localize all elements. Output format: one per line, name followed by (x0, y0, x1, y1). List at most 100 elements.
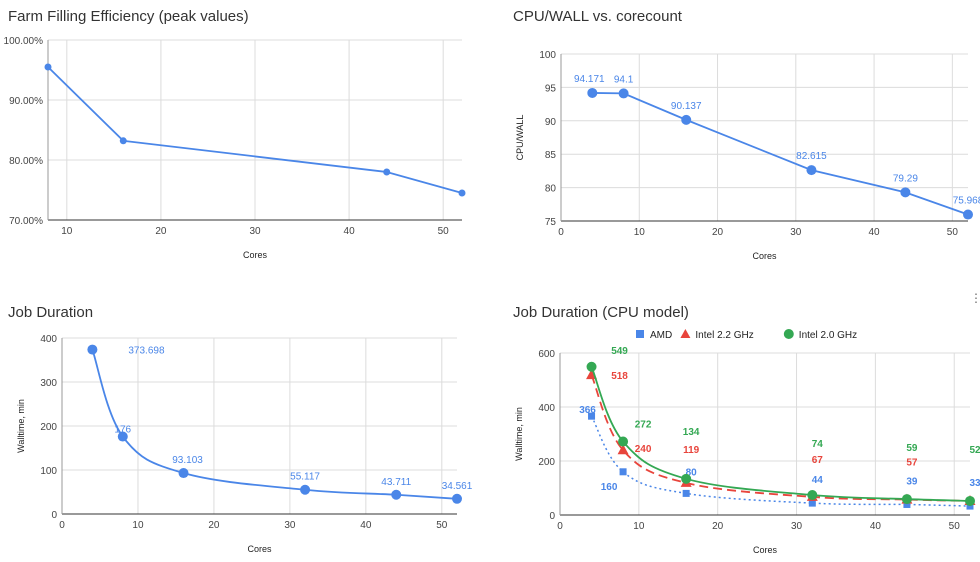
data-point-marker (681, 473, 692, 484)
data-label: 160 (601, 482, 618, 493)
data-point-marker (618, 436, 629, 447)
data-point-marker (588, 412, 596, 420)
data-label: 59 (906, 443, 918, 454)
data-point-marker (119, 137, 127, 145)
data-point-marker (963, 209, 973, 220)
chart-title: CPU/WALL vs. corecount (513, 8, 682, 25)
y-tick-label: 75 (545, 217, 557, 228)
data-label: 373.698 (128, 346, 165, 357)
data-label: 240 (635, 444, 652, 455)
x-tick-label: 50 (436, 520, 448, 531)
data-point-marker (300, 484, 311, 495)
y-tick-label: 90.00% (9, 96, 43, 107)
y-axis-label: Walltime, min (16, 399, 26, 453)
data-label: 80 (686, 467, 698, 478)
y-tick-label: 0 (549, 511, 555, 522)
x-tick-label: 20 (712, 521, 724, 532)
data-label: 43.711 (381, 477, 411, 488)
data-point-marker (682, 489, 690, 497)
x-tick-label: 20 (712, 227, 724, 238)
data-point-marker (391, 489, 402, 500)
x-tick-label: 0 (59, 520, 65, 531)
x-axis-label: Cores (752, 251, 777, 261)
data-point-marker (806, 165, 817, 176)
x-tick-label: 10 (132, 520, 144, 531)
x-tick-label: 0 (558, 227, 564, 238)
x-tick-label: 50 (947, 227, 959, 238)
x-axis-label: Cores (753, 545, 778, 555)
data-label: 44 (812, 475, 824, 486)
data-point-marker (903, 500, 911, 508)
more-vert-icon[interactable]: ⋮ (970, 291, 980, 305)
x-tick-label: 30 (249, 226, 261, 237)
data-label: 52 (969, 445, 980, 456)
data-point-marker (383, 168, 391, 176)
y-tick-label: 85 (545, 150, 557, 161)
legend-marker (783, 329, 794, 339)
x-tick-label: 10 (633, 521, 645, 532)
data-label: 67 (812, 455, 824, 466)
data-point-marker (965, 495, 975, 506)
y-tick-label: 300 (40, 378, 57, 389)
data-label: 272 (635, 420, 652, 431)
data-point-marker (681, 114, 692, 125)
data-label: 94.171 (574, 74, 605, 85)
x-tick-label: 30 (790, 227, 802, 238)
data-point-marker (617, 444, 629, 455)
legend-marker (636, 330, 644, 338)
data-label: 74 (812, 439, 824, 450)
data-label: 75.968 (953, 196, 980, 207)
data-label: 176 (114, 425, 131, 436)
legend-label: Intel 2.0 GHz (799, 330, 857, 341)
y-tick-label: 400 (40, 334, 57, 345)
x-tick-label: 40 (344, 226, 356, 237)
y-tick-label: 70.00% (9, 216, 43, 227)
data-point-marker (808, 499, 816, 507)
data-label: 549 (611, 346, 628, 357)
data-label: 79.29 (893, 173, 918, 184)
series-line-intel-2-2-ghz (590, 374, 971, 502)
chart-title: Job Duration (8, 304, 94, 321)
legend-marker (680, 329, 691, 338)
y-tick-label: 100 (539, 50, 556, 61)
data-point-marker (587, 87, 598, 98)
x-tick-label: 20 (208, 520, 220, 531)
y-tick-label: 100 (40, 466, 57, 477)
data-label: 93.103 (172, 455, 203, 466)
data-label: 119 (683, 445, 700, 456)
x-tick-label: 10 (61, 226, 73, 237)
y-tick-label: 400 (538, 403, 555, 414)
y-axis-label: CPU/WALL (515, 115, 525, 161)
y-tick-label: 200 (538, 457, 555, 468)
y-tick-label: 200 (40, 422, 57, 433)
y-tick-label: 90 (545, 117, 557, 128)
series-line-main (47, 66, 463, 194)
legend-label: AMD (650, 330, 672, 341)
data-label: 57 (906, 458, 918, 469)
x-tick-label: 50 (949, 521, 961, 532)
chart-title: Job Duration (CPU model) (513, 304, 689, 321)
y-tick-label: 100.00% (4, 36, 44, 47)
data-point-marker (87, 344, 98, 355)
data-point-marker (117, 431, 128, 442)
x-tick-label: 30 (791, 521, 803, 532)
data-label: 34.561 (442, 481, 473, 492)
data-point-marker (44, 63, 52, 71)
x-tick-label: 20 (155, 226, 167, 237)
y-tick-label: 600 (538, 349, 555, 360)
x-axis-label: Cores (247, 544, 272, 554)
legend-label: Intel 2.2 GHz (695, 330, 753, 341)
data-point-marker (901, 494, 912, 505)
data-point-marker (178, 468, 189, 479)
data-label: 33 (969, 478, 980, 489)
data-label: 55.117 (290, 472, 320, 483)
data-label: 366 (579, 405, 596, 416)
x-tick-label: 40 (869, 227, 881, 238)
data-label: 90.137 (671, 101, 702, 112)
data-point-marker (619, 468, 627, 476)
data-point-marker (807, 490, 818, 501)
data-point-marker (618, 88, 629, 99)
data-label: 82.615 (796, 151, 827, 162)
x-tick-label: 0 (557, 521, 563, 532)
